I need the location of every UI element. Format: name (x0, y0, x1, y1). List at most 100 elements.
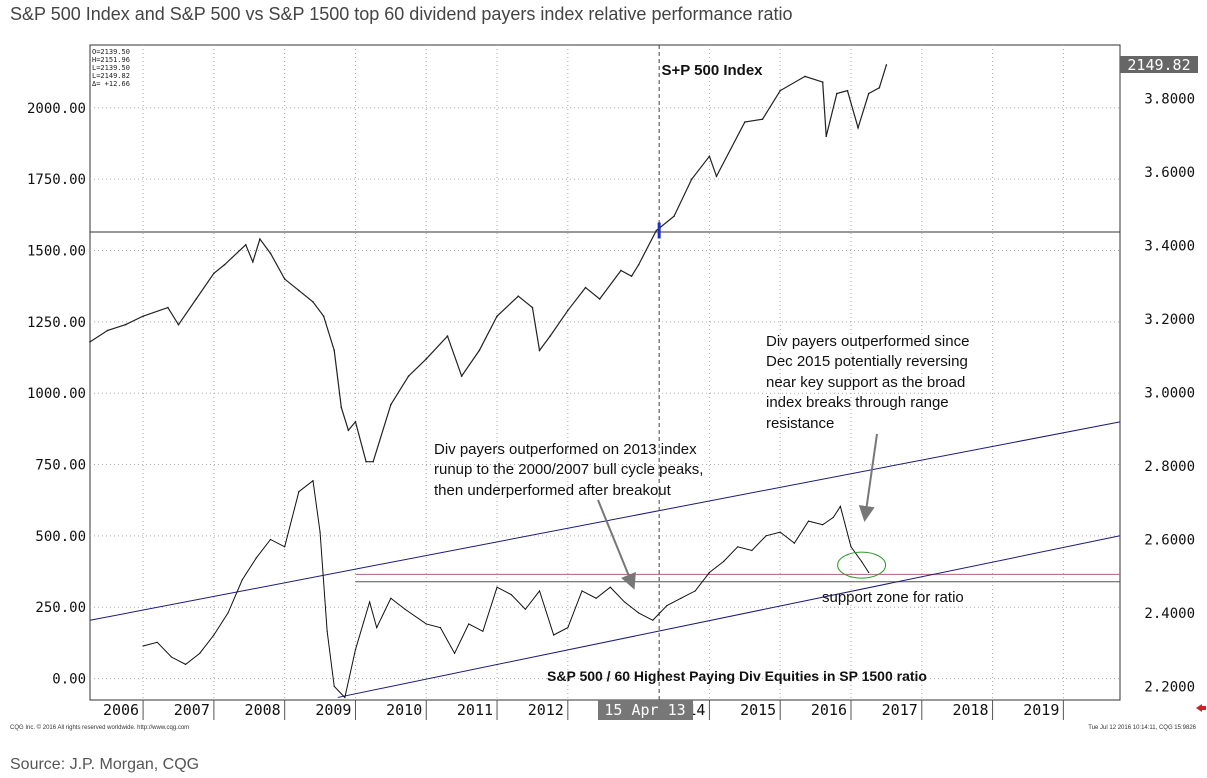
left-tick-label: 750.00 (35, 458, 86, 474)
sp500-point (142, 315, 144, 317)
x-tick-label: 2007 (174, 701, 210, 719)
cursor-date-label: 15 Apr 13 (604, 701, 685, 719)
annotation-2013-line: then underperformed after breakout (434, 482, 672, 499)
scroll-left-icon[interactable] (1196, 704, 1206, 712)
x-tick-label: 2006 (103, 701, 139, 719)
ratio-point (326, 630, 328, 632)
footer-left: CQG Inc. © 2016 All rights reserved worl… (10, 724, 189, 731)
ratio-point (496, 586, 498, 588)
sp500-point (867, 92, 870, 95)
annotation-2013-line: runup to the 2000/2007 bull cycle peaks, (434, 461, 703, 478)
ratio-point (694, 590, 696, 592)
arrow-2013 (597, 499, 636, 590)
sp500-point (630, 275, 633, 277)
sp500-point (821, 81, 824, 83)
annotation-2015-line: index breaks through range (766, 394, 949, 411)
ratio-point (453, 652, 456, 654)
sp500-point (407, 375, 410, 377)
sp500-point (354, 420, 357, 423)
sp500-point (761, 118, 764, 121)
x-tick-label: 2018 (952, 701, 988, 719)
ratio-point (861, 560, 863, 563)
ratio-point (609, 586, 611, 588)
annotation-support: support zone for ratio (822, 589, 964, 606)
ratio-point (524, 608, 526, 610)
ratio-point (156, 641, 158, 643)
ratio-point (312, 480, 314, 482)
ratio-point (376, 627, 378, 629)
sp500-point (836, 92, 838, 95)
ratio-point (666, 604, 668, 607)
sp500-point (89, 341, 91, 343)
upper-trendline (89, 421, 1121, 621)
annotation-2015-line: near key support as the broad (766, 374, 965, 391)
sp500-point (531, 306, 534, 309)
sp500-point (322, 315, 325, 317)
x-tick-label: 2011 (457, 701, 493, 719)
ratio-points (142, 480, 870, 699)
x-tick-label: 2017 (882, 701, 918, 719)
ratio-point (269, 538, 272, 541)
lower-trendline (337, 535, 1121, 698)
left-tick-label: 1250.00 (27, 315, 86, 331)
ratio-point (652, 619, 654, 621)
ratio-point (538, 590, 541, 592)
ratio-point (737, 546, 739, 548)
x-tick-label: 2009 (315, 701, 351, 719)
sp500-point (779, 89, 782, 92)
sp500-point (124, 323, 127, 326)
right-tick-label: 2.4000 (1144, 606, 1195, 622)
ratio-point (868, 571, 870, 574)
x-tick-label: 2008 (245, 701, 281, 719)
sp500-point (365, 460, 367, 463)
sp500-point (106, 329, 109, 332)
ratio-point (751, 549, 753, 552)
ratio-point (822, 524, 824, 526)
left-tick-label: 500.00 (35, 529, 86, 545)
annotation-2013-line: Div payers outperformed on 2013 index (434, 441, 697, 458)
ratio-point (369, 601, 371, 603)
sp500-point (655, 229, 658, 232)
right-axis: 2.2000 2.4000 2.6000 2.8000 3.0000 3.2000 3.40… (1144, 92, 1195, 696)
ratio-point (553, 634, 555, 636)
sp500-point (804, 75, 806, 78)
sp500-points (89, 64, 888, 463)
left-axis: 0.00 250.00 500.00 750.00 1000.00 1250.00 1500… (27, 101, 86, 688)
sp500-point (496, 315, 498, 317)
cursor-marker (657, 222, 661, 239)
sp500-point (584, 286, 587, 289)
sp500-point (312, 301, 314, 303)
sp500-point (690, 178, 693, 180)
x-tick-label: 2019 (1023, 701, 1059, 719)
sp500-point (340, 406, 343, 409)
sp500-point (372, 460, 374, 463)
x-tick-label: 2015 (740, 701, 776, 719)
sp500-point (673, 215, 675, 218)
ratio-point (765, 535, 767, 537)
sp500-point (857, 126, 859, 129)
ratio-point (468, 623, 470, 625)
sp500-point (177, 323, 180, 326)
ratio-point (142, 645, 144, 647)
sp500-point (598, 298, 601, 300)
ratio-point (793, 542, 795, 544)
ohlc-open: O=2139.50 (92, 48, 130, 56)
sp500-point (333, 349, 336, 352)
sp500-point (846, 89, 849, 92)
ratio-point (241, 579, 243, 581)
ohlc-low: L=2139.50 (92, 64, 130, 72)
sp500-point (567, 309, 569, 312)
ratio-point (807, 520, 810, 522)
ohlc-high: H=2151.96 (92, 56, 130, 64)
sp500-point (517, 295, 520, 297)
ratio-point (213, 634, 215, 636)
sp500-point (259, 238, 261, 240)
sp500-point (637, 263, 640, 266)
ratio-point (779, 531, 781, 533)
ratio-point (170, 656, 173, 658)
source-note: Source: J.P. Morgan, CQG (10, 756, 200, 773)
right-tick-label: 2.2000 (1144, 679, 1195, 695)
ratio-point (722, 560, 725, 563)
footer-right: Tue Jul 12 2016 10:14:11, CQG 15:9826 (1088, 725, 1196, 731)
last-value-label: 2149.82 (1127, 56, 1190, 74)
